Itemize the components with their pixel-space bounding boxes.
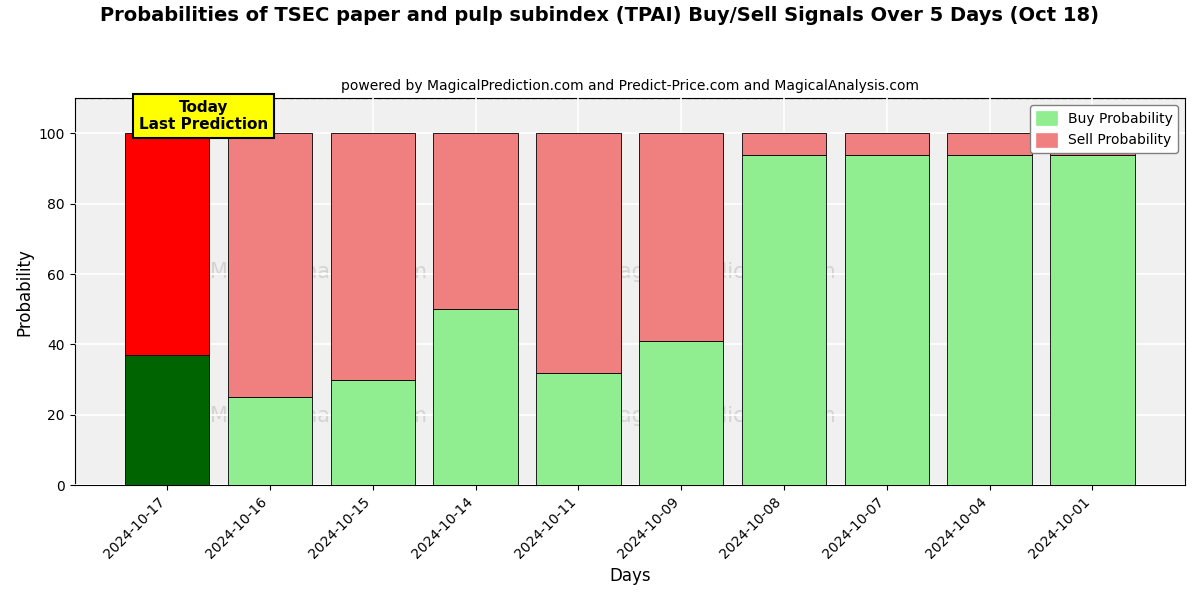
Bar bbox=[228, 397, 312, 485]
Text: MagicalAnalysis.com: MagicalAnalysis.com bbox=[210, 262, 427, 283]
Bar bbox=[640, 133, 724, 341]
Bar bbox=[742, 155, 826, 485]
Title: powered by MagicalPrediction.com and Predict-Price.com and MagicalAnalysis.com: powered by MagicalPrediction.com and Pre… bbox=[341, 79, 919, 93]
X-axis label: Days: Days bbox=[610, 567, 650, 585]
Y-axis label: Probability: Probability bbox=[16, 248, 34, 335]
Bar bbox=[742, 133, 826, 155]
Bar bbox=[845, 155, 929, 485]
Bar bbox=[948, 133, 1032, 155]
Text: MagicalPrediction.com: MagicalPrediction.com bbox=[601, 262, 836, 283]
Bar bbox=[845, 133, 929, 155]
Bar bbox=[536, 373, 620, 485]
Legend: Buy Probability, Sell Probability: Buy Probability, Sell Probability bbox=[1030, 105, 1178, 153]
Bar bbox=[125, 355, 210, 485]
Bar bbox=[433, 133, 517, 310]
Text: MagicalAnalysis.com: MagicalAnalysis.com bbox=[210, 406, 427, 425]
Bar bbox=[536, 133, 620, 373]
Bar bbox=[1050, 133, 1134, 155]
Bar bbox=[331, 380, 415, 485]
Bar bbox=[125, 133, 210, 355]
Bar bbox=[331, 133, 415, 380]
Bar bbox=[228, 133, 312, 397]
Bar bbox=[1050, 155, 1134, 485]
Text: Probabilities of TSEC paper and pulp subindex (TPAI) Buy/Sell Signals Over 5 Day: Probabilities of TSEC paper and pulp sub… bbox=[101, 6, 1099, 25]
Text: Today
Last Prediction: Today Last Prediction bbox=[139, 100, 268, 132]
Bar bbox=[640, 341, 724, 485]
Bar bbox=[433, 310, 517, 485]
Text: MagicalPrediction.com: MagicalPrediction.com bbox=[601, 406, 836, 425]
Bar bbox=[948, 155, 1032, 485]
